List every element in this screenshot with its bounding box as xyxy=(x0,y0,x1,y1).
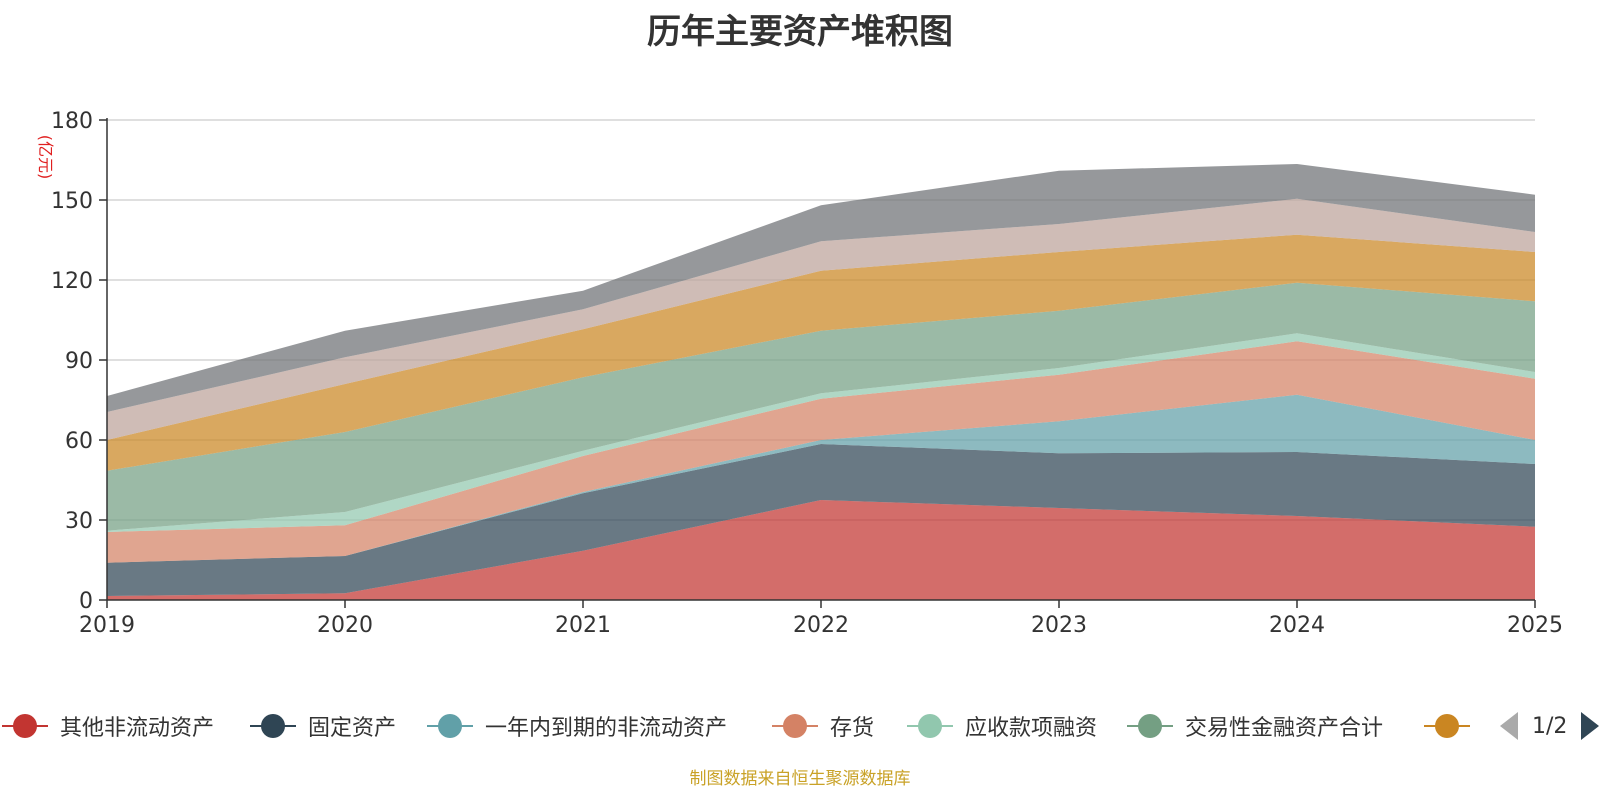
area-series-8 xyxy=(107,164,1535,412)
y-tick-label: 0 xyxy=(79,589,93,614)
x-tick-label: 2021 xyxy=(555,613,611,638)
legend-label: 其他非流动资产 xyxy=(60,716,215,741)
legend-marker-icon xyxy=(770,706,820,746)
legend-item[interactable]: 其他非流动资产 xyxy=(0,706,214,746)
legend-marker-icon xyxy=(905,706,955,746)
legend-pager: 1/2 xyxy=(1500,706,1600,746)
legend-item[interactable]: 交易性金融资产合计 xyxy=(1125,706,1383,746)
y-axis-unit-label: (亿元) xyxy=(36,135,55,180)
area-series xyxy=(107,164,1535,600)
legend-marker-icon xyxy=(0,706,50,746)
legend-item[interactable]: 固定资产 xyxy=(248,706,396,746)
legend-label: 交易性金融资产合计 xyxy=(1185,716,1384,741)
legend-item[interactable]: 存货 xyxy=(770,706,874,746)
area-series-7 xyxy=(107,198,1535,440)
y-tick-label: 30 xyxy=(65,509,93,534)
legend-label: 应收款项融资 xyxy=(965,716,1098,741)
x-tick-label: 2023 xyxy=(1031,613,1087,638)
area-series-1 xyxy=(107,444,1535,596)
axes: 0 30 60 90 120 150 180 2019 2020 2021 2022 2023 2024… xyxy=(51,109,1563,638)
legend: 其他非流动资产 固定资产 一年内到期的非流动资产 存货 应收款项融资 交易性金融资产合计 xyxy=(0,706,1600,746)
data-source-note: 制图数据来自恒生聚源数据库 xyxy=(689,769,911,789)
stacked-area-chart: 0 30 60 90 120 150 180 2019 2020 2021 2022 2023 2024… xyxy=(36,109,1563,638)
legend-item[interactable] xyxy=(1422,706,1472,746)
y-tick-label: 120 xyxy=(51,269,93,294)
chart-title: 历年主要资产堆积图 xyxy=(647,12,953,52)
legend-marker-icon xyxy=(1125,706,1175,746)
y-tick-label: 180 xyxy=(51,109,93,134)
legend-label: 一年内到期的非流动资产 xyxy=(485,716,728,741)
legend-item[interactable]: 应收款项融资 xyxy=(905,706,1097,746)
area-series-0 xyxy=(107,500,1535,600)
legend-marker-icon xyxy=(248,706,298,746)
legend-prev-page-icon[interactable] xyxy=(1500,712,1518,740)
x-tick-label: 2024 xyxy=(1269,613,1325,638)
x-tick-label: 2025 xyxy=(1507,613,1563,638)
legend-label: 固定资产 xyxy=(308,716,397,741)
y-tick-label: 60 xyxy=(65,429,93,454)
x-tick-label: 2019 xyxy=(79,613,135,638)
x-tick-label: 2022 xyxy=(793,613,849,638)
legend-marker-icon xyxy=(1422,706,1472,746)
legend-label: 存货 xyxy=(830,716,875,741)
legend-item[interactable]: 一年内到期的非流动资产 xyxy=(425,706,727,746)
y-tick-label: 150 xyxy=(51,189,93,214)
legend-marker-icon xyxy=(425,706,475,746)
legend-next-page-icon[interactable] xyxy=(1581,712,1600,740)
legend-page-indicator: 1/2 xyxy=(1532,713,1568,739)
area-series-2 xyxy=(107,394,1535,563)
y-tick-label: 90 xyxy=(65,349,93,374)
area-series-4 xyxy=(107,333,1535,532)
area-series-5 xyxy=(107,282,1535,531)
area-series-6 xyxy=(107,234,1535,471)
x-tick-label: 2020 xyxy=(317,613,373,638)
area-series-3 xyxy=(107,341,1535,563)
